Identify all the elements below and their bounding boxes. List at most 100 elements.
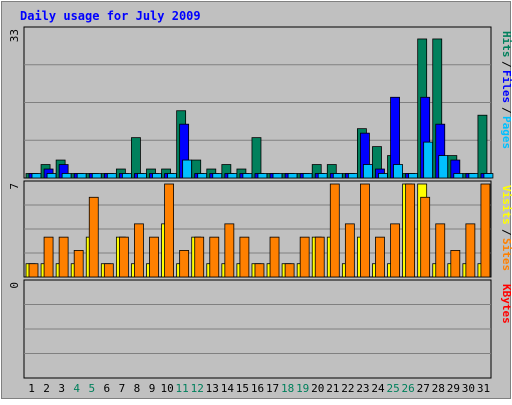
bar-sites-day-31 [480, 183, 491, 278]
bar-sites-day-11 [179, 250, 190, 278]
x-axis-tick-label: 7 [119, 382, 126, 395]
legend-label-sites: Sites [500, 238, 512, 271]
panel-bottom: 0 KBytes [8, 279, 512, 379]
bar-sites-day-6 [103, 263, 114, 278]
bar-pages-day-28 [438, 155, 449, 179]
legend-separator: / [500, 229, 512, 236]
bar-pages-day-21 [332, 173, 343, 179]
bar-sites-day-23 [360, 183, 370, 278]
bar-sites-day-10 [164, 183, 174, 278]
bar-pages-day-16 [257, 173, 268, 179]
bar-pages-day-14 [227, 173, 238, 179]
bar-sites-day-14 [224, 223, 235, 278]
legend-label-kbytes: KBytes [500, 284, 512, 324]
x-axis-tick-label: 17 [266, 382, 279, 395]
x-axis-tick-label: 27 [417, 382, 430, 395]
bar-pages-day-17 [272, 173, 283, 179]
x-axis-tick-label: 30 [462, 382, 475, 395]
bar-pages-day-20 [317, 173, 328, 179]
x-axis-tick-label: 10 [160, 382, 173, 395]
bar-pages-day-23 [363, 164, 373, 179]
bar-sites-day-22 [344, 223, 355, 278]
panel-middle: 7 Visits / Sites [8, 180, 512, 278]
bar-sites-day-9 [149, 236, 159, 278]
x-axis-tick-label: 23 [356, 382, 369, 395]
y-axis-max-label: 7 [8, 183, 21, 190]
bar-pages-day-8 [137, 173, 147, 179]
x-axis-tick-label: 15 [236, 382, 249, 395]
bar-sites-day-1 [28, 263, 39, 278]
bar-pages-day-22 [347, 173, 358, 179]
x-axis-tick-label: 16 [251, 382, 264, 395]
bar-sites-day-21 [329, 183, 340, 278]
x-axis-tick-label: 22 [341, 382, 354, 395]
bar-pages-day-25 [393, 164, 403, 179]
panel-middle-bars [25, 183, 491, 278]
x-axis-tick-label: 19 [296, 382, 309, 395]
bar-pages-day-30 [468, 173, 479, 179]
x-axis-tick-label: 20 [311, 382, 324, 395]
bar-sites-day-26 [405, 183, 416, 278]
bar-pages-day-13 [212, 173, 223, 179]
bar-pages-day-27 [423, 141, 434, 179]
chart-panels: 33 Hits / Files / Pages 7 Visits / Sites 0 KBytes [8, 26, 512, 379]
panel-top: 33 Hits / Files / Pages [8, 26, 512, 179]
x-axis-tick-label: 11 [176, 382, 189, 395]
bar-pages-day-19 [302, 173, 313, 179]
x-axis-tick-label: 18 [281, 382, 294, 395]
panel-bottom-legend: KBytes [500, 284, 512, 324]
bar-pages-day-15 [242, 173, 253, 179]
bar-sites-day-25 [390, 223, 400, 278]
bar-sites-day-8 [134, 223, 144, 278]
bar-sites-day-20 [314, 236, 325, 278]
bar-sites-day-27 [420, 196, 431, 278]
y-axis-max-label: 33 [8, 29, 21, 42]
y-axis-max-label: 0 [8, 282, 21, 289]
x-axis-tick-label: 8 [134, 382, 141, 395]
bar-pages-day-7 [121, 173, 132, 179]
bar-sites-day-28 [435, 223, 446, 278]
x-axis-tick-label: 12 [191, 382, 204, 395]
x-axis-tick-label: 2 [43, 382, 50, 395]
bar-pages-day-5 [91, 173, 102, 179]
x-axis-tick-label: 14 [221, 382, 235, 395]
bar-sites-day-13 [209, 236, 220, 278]
bar-pages-day-10 [167, 173, 177, 179]
bar-pages-day-26 [408, 173, 419, 179]
bar-sites-day-29 [450, 250, 461, 278]
outer-bevel-dark [1, 1, 511, 399]
bar-sites-day-12 [194, 236, 205, 278]
chart-title: Daily usage for July 2009 [20, 9, 201, 23]
bar-sites-day-24 [375, 236, 385, 278]
bar-sites-day-7 [118, 236, 129, 278]
x-axis-tick-label: 13 [206, 382, 219, 395]
bar-pages-day-4 [76, 173, 87, 179]
bar-pages-day-12 [197, 173, 208, 179]
x-axis-tick-label: 3 [58, 382, 65, 395]
x-axis-tick-label: 24 [371, 382, 385, 395]
legend-label-visits: Visits [500, 185, 512, 225]
bar-pages-day-1 [31, 173, 42, 179]
bar-hits-day-16 [251, 137, 262, 179]
x-axis-tick-label: 5 [88, 382, 95, 395]
bar-pages-day-18 [287, 173, 298, 179]
x-axis-tick-label: 26 [402, 382, 415, 395]
bar-pages-day-31 [483, 173, 494, 179]
x-axis-tick-label: 21 [326, 382, 339, 395]
legend-separator: / [500, 107, 512, 114]
bar-sites-day-2 [43, 236, 54, 278]
legend-label-hits: Hits [500, 31, 512, 58]
bar-sites-day-16 [254, 263, 265, 278]
bar-sites-day-17 [269, 236, 280, 278]
bar-pages-day-3 [61, 173, 72, 179]
panel-top-bars [25, 38, 494, 179]
bar-pages-day-2 [46, 173, 57, 179]
x-axis-tick-label: 9 [149, 382, 156, 395]
bar-sites-day-19 [299, 236, 310, 278]
bar-sites-day-30 [465, 223, 476, 278]
bar-pages-day-24 [378, 173, 388, 179]
x-axis-tick-label: 1 [28, 382, 35, 395]
legend-label-files: Files [500, 70, 512, 103]
bar-sites-day-4 [73, 250, 84, 278]
